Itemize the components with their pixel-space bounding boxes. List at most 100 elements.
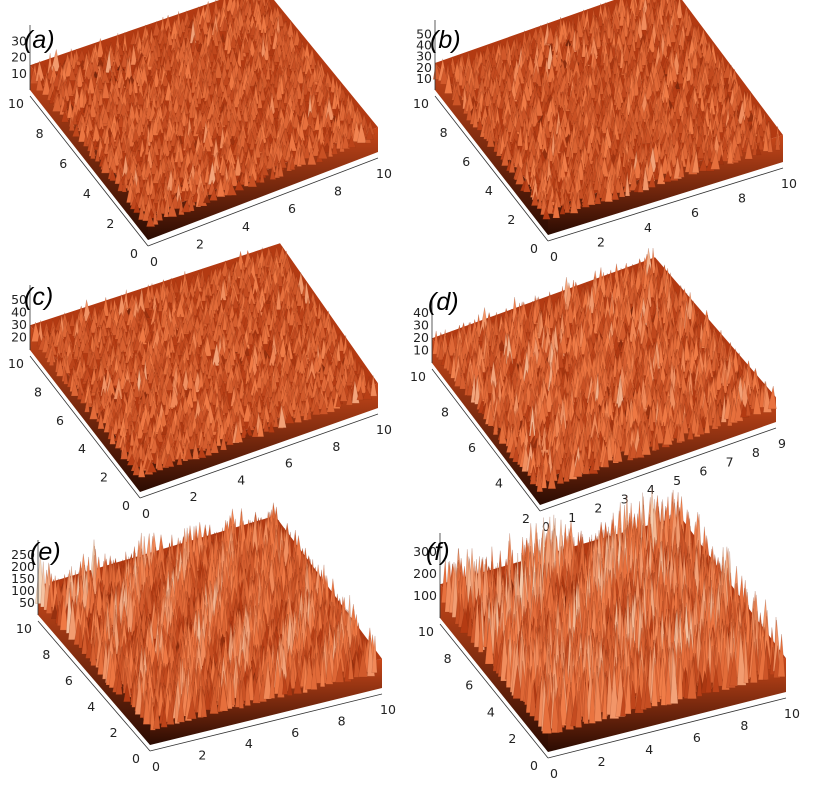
y-tick-label: 10	[410, 369, 426, 384]
panel-label: (c)	[24, 283, 53, 311]
z-tick-label: 150	[11, 571, 35, 586]
x-tick-label: 3	[621, 491, 629, 506]
y-tick-label: 0	[130, 246, 138, 261]
x-tick-label: 6	[691, 205, 699, 220]
y-tick-label: 10	[16, 621, 32, 636]
y-tick-label: 8	[444, 651, 452, 666]
x-tick-label: 9	[778, 436, 786, 451]
y-tick-label: 8	[42, 647, 50, 662]
x-tick-label: 4	[237, 472, 245, 487]
z-tick-label: 100	[11, 583, 35, 598]
y-tick-label: 4	[78, 441, 86, 456]
z-tick-label: 20	[416, 60, 432, 75]
z-tick-label: 30	[11, 317, 27, 332]
y-tick-label: 6	[65, 673, 73, 688]
z-tick-label: 200	[413, 566, 437, 581]
x-tick-label: 8	[740, 718, 748, 733]
x-tick-label: 5	[673, 473, 681, 488]
x-tick-label: 6	[288, 201, 296, 216]
panel-label: (d)	[428, 288, 459, 316]
y-tick-label: 4	[485, 183, 493, 198]
x-tick-label: 2	[594, 501, 602, 516]
x-tick-label: 4	[647, 482, 655, 497]
y-tick-label: 10	[8, 356, 24, 371]
x-tick-label: 2	[190, 489, 198, 504]
y-tick-label: 0	[530, 758, 538, 773]
y-tick-label: 4	[495, 476, 503, 491]
x-tick-label: 0	[150, 254, 158, 269]
y-tick-label: 6	[465, 678, 473, 693]
y-tick-label: 6	[468, 440, 476, 455]
surface-spikes	[433, 0, 781, 220]
x-tick-label: 4	[245, 736, 253, 751]
z-tick-label: 50	[416, 26, 432, 41]
x-tick-label: 4	[645, 742, 653, 757]
panel-label: (f)	[426, 538, 450, 566]
y-tick-label: 2	[106, 216, 114, 231]
y-tick-label: 8	[441, 405, 449, 420]
y-tick-label: 0	[122, 498, 130, 513]
panel-label: (b)	[430, 26, 461, 54]
z-tick-label: 40	[413, 305, 429, 320]
y-tick-label: 6	[59, 156, 67, 171]
z-tick-label: 250	[11, 547, 35, 562]
y-tick-label: 8	[34, 384, 42, 399]
panel-label: (e)	[30, 538, 61, 566]
x-tick-label: 10	[376, 166, 392, 181]
x-tick-label: 8	[752, 445, 760, 460]
z-tick-label: 20	[11, 50, 27, 65]
z-tick-label: 50	[11, 292, 27, 307]
x-tick-label: 10	[784, 706, 800, 721]
y-tick-label: 2	[110, 725, 118, 740]
x-tick-label: 8	[738, 191, 746, 206]
x-tick-label: 6	[699, 464, 707, 479]
y-tick-label: 8	[36, 126, 44, 141]
y-tick-label: 4	[87, 699, 95, 714]
z-tick-label: 10	[11, 66, 27, 81]
z-tick-label: 40	[416, 38, 432, 53]
y-tick-label: 10	[418, 624, 434, 639]
z-tick-label: 30	[413, 318, 429, 333]
y-tick-label: 4	[487, 704, 495, 719]
surface-spikes	[441, 488, 786, 734]
x-tick-label: 10	[781, 176, 797, 191]
z-tick-label: 300	[413, 544, 437, 559]
x-tick-label: 6	[285, 456, 293, 471]
x-tick-label: 2	[597, 234, 605, 249]
y-tick-label: 2	[508, 731, 516, 746]
x-tick-label: 8	[334, 184, 342, 199]
x-tick-label: 6	[291, 725, 299, 740]
z-tick-label: 10	[413, 343, 429, 358]
z-tick-label: 10	[416, 71, 432, 86]
y-tick-label: 4	[83, 186, 91, 201]
x-tick-label: 6	[693, 730, 701, 745]
y-tick-label: 6	[56, 413, 64, 428]
x-tick-label: 2	[198, 748, 206, 763]
x-tick-label: 10	[376, 422, 392, 437]
x-tick-label: 7	[726, 454, 734, 469]
surface-spikes	[31, 246, 378, 478]
y-tick-label: 0	[530, 241, 538, 256]
y-tick-label: 8	[440, 125, 448, 140]
y-tick-label: 2	[507, 212, 515, 227]
z-tick-label: 20	[413, 330, 429, 345]
x-tick-label: 0	[542, 519, 550, 534]
surface-spikes	[35, 502, 378, 731]
x-tick-label: 0	[550, 249, 558, 264]
y-tick-label: 10	[8, 96, 24, 111]
x-tick-label: 0	[142, 506, 150, 521]
x-tick-label: 1	[568, 510, 576, 525]
x-tick-label: 4	[644, 220, 652, 235]
x-tick-label: 8	[338, 713, 346, 728]
